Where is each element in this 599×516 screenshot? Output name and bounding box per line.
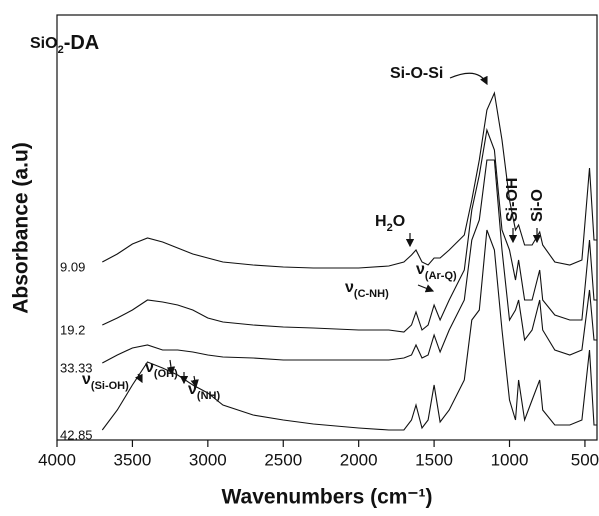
spectrum-line: [101, 229, 597, 431]
annotation-main: Si-O: [529, 189, 546, 222]
annotation: H2O: [375, 213, 405, 234]
annotation-sub: 2: [387, 222, 393, 234]
x-tick-label: 1000: [491, 450, 529, 469]
x-axis-title: Wavenumbers (cm⁻¹): [221, 486, 432, 509]
annotation-sub: (OH): [154, 368, 178, 380]
annotation-main: ν: [145, 359, 154, 376]
spectrum-line: [102, 91, 597, 269]
annotation-sub: (NH): [197, 390, 221, 402]
annotation-main: ν: [416, 261, 425, 278]
annotation-main: Si-O-Si: [390, 65, 443, 82]
chart-title-sub: 2: [58, 44, 64, 56]
x-tick-label: 4000: [38, 450, 76, 469]
chart-title: SiO2-DA: [30, 32, 99, 56]
annotation: ν(Ar-Q): [416, 261, 457, 282]
annotation: ν(C-NH): [345, 279, 389, 300]
x-tick-label: 1500: [415, 450, 453, 469]
annotation: ν(OH): [145, 359, 178, 380]
annotation: Si-O: [529, 189, 546, 222]
series-label: 9.09: [60, 259, 85, 274]
annotation-main: H: [375, 213, 387, 230]
chart-title-main: SiO: [30, 35, 58, 52]
spectrum-line: [102, 159, 597, 364]
y-axis-title: Absorbance (a.u): [10, 142, 33, 314]
annotation-sub: (C-NH): [354, 288, 389, 300]
x-tick-label: 2500: [264, 450, 302, 469]
x-tick-label: 3000: [189, 450, 227, 469]
annotation: ν(NH): [188, 381, 220, 402]
annotation-main: ν: [345, 279, 354, 296]
annotation-main: ν: [188, 381, 197, 398]
x-tick-label: 2000: [340, 450, 378, 469]
chart-title-tail: -DA: [64, 32, 100, 54]
series-label: 33.33: [60, 360, 93, 375]
annotation-tail: O: [393, 213, 405, 230]
annotation-main: ν: [82, 371, 91, 388]
spectrum-line: [102, 127, 597, 333]
x-tick-label: 500: [571, 450, 599, 469]
annotation-sub: (Ar-Q): [425, 270, 457, 282]
plot-frame: [56, 14, 598, 441]
annotation: ν(Si-OH): [82, 371, 129, 392]
annotation: Si-OH: [504, 178, 521, 222]
series-label: 19.2: [60, 322, 85, 337]
annotation-sub: (Si-OH): [91, 380, 129, 392]
annotation-main: Si-OH: [504, 178, 521, 222]
x-tick-label: 3500: [114, 450, 152, 469]
series-label: 42.85: [60, 427, 93, 442]
arrows: [135, 72, 542, 389]
annotation: Si-O-Si: [390, 65, 443, 82]
